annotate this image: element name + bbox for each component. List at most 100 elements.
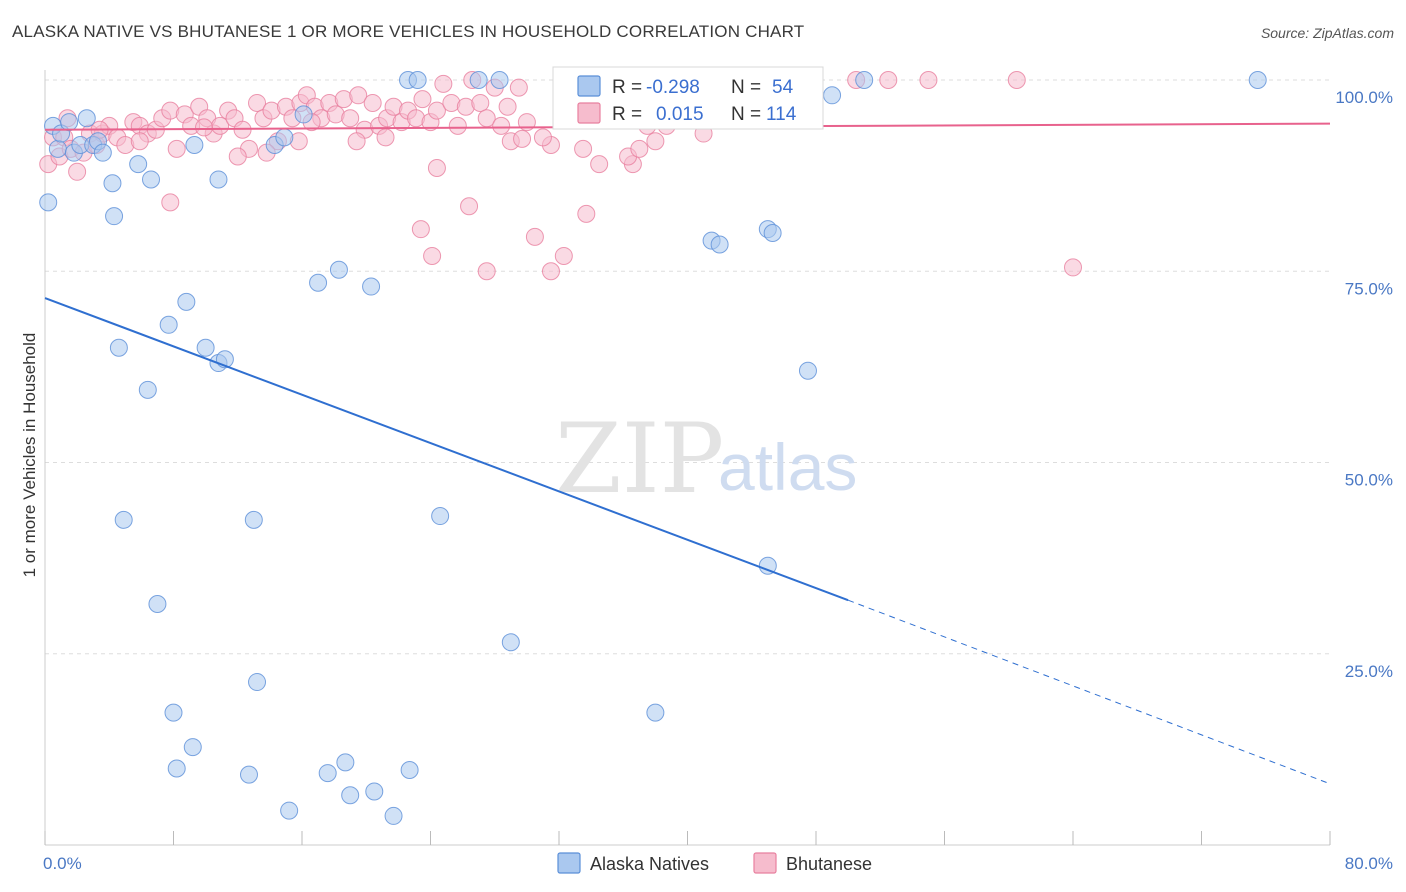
- bhutanese-point-46: [363, 93, 382, 112]
- alaska-point-45: [248, 673, 267, 692]
- watermark-atlas: atlas: [718, 430, 857, 504]
- alaska-point-42: [431, 507, 450, 526]
- alaska-point-19: [294, 105, 313, 124]
- alaska-point-41: [244, 510, 263, 529]
- bhutanese-point-44: [349, 86, 368, 105]
- bhutanese-point-30: [248, 93, 267, 112]
- bhutanese-point-61: [471, 93, 490, 112]
- bhutanese-point-86: [161, 193, 180, 212]
- series-legend-label-bhutanese: Bhutanese: [786, 854, 872, 874]
- alaska-point-12: [105, 207, 124, 226]
- bhutanese-point-88: [228, 147, 247, 166]
- bhutanese-point-67: [517, 113, 536, 132]
- alaska-point-2: [48, 139, 67, 158]
- bhutanese-point-58: [448, 116, 467, 135]
- alaska-trend-line: [44, 297, 849, 602]
- alaska-point-57: [400, 761, 419, 780]
- watermark-zip: ZIP: [555, 403, 724, 515]
- legend-swatch-blue: [577, 75, 601, 97]
- alaska-point-40: [114, 510, 133, 529]
- legend-n-label-blue: N =: [731, 77, 761, 98]
- legend-r-value-blue: -0.298: [646, 77, 700, 98]
- bhutanese-point-43: [341, 109, 360, 128]
- bhutanese-point-94: [411, 220, 430, 239]
- bhutanese-point-106: [630, 139, 649, 158]
- y-tick-label-2: 50.0%: [1345, 471, 1393, 490]
- alaska-point-51: [318, 764, 337, 783]
- legend-r-label-pink: R =: [612, 104, 642, 125]
- x-tick-label-1: 80.0%: [1345, 854, 1393, 873]
- bhutanese-point-110: [533, 128, 552, 147]
- alaska-point-52: [336, 753, 355, 772]
- bhutanese-point-82: [879, 71, 898, 89]
- alaska-point-59: [710, 235, 729, 254]
- chart-title: ALASKA NATIVE VS BHUTANESE 1 OR MORE VEH…: [12, 22, 805, 41]
- alaska-point-20: [309, 273, 328, 292]
- alaska-point-32: [1248, 71, 1267, 89]
- series-legend-swatch-bhutanese: [753, 852, 777, 874]
- bhutanese-point-55: [427, 101, 446, 120]
- alaska-point-22: [362, 277, 381, 296]
- legend-swatch-pink: [577, 102, 601, 124]
- alaska-point-25: [469, 71, 488, 89]
- grid-lines: [45, 79, 1330, 655]
- alaska-point-62: [798, 361, 817, 380]
- bhutanese-point-5: [68, 162, 87, 181]
- alaska-point-13: [129, 155, 148, 174]
- bhutanese-point-92: [347, 132, 366, 151]
- y-tick-label-1: 75.0%: [1345, 279, 1393, 298]
- alaska-point-48: [183, 738, 202, 757]
- bhutanese-point-99: [525, 227, 544, 246]
- alaska-point-11: [103, 174, 122, 193]
- alaska-point-18: [275, 128, 294, 147]
- alaska-point-14: [142, 170, 161, 189]
- tick-labels: 100.0% 75.0% 50.0% 25.0% 0.0% 80.0%: [43, 88, 1393, 873]
- stats-legend: R = -0.298 N = 54 R = 0.015 N = 114: [552, 66, 824, 130]
- bhutanese-point-95: [423, 246, 442, 265]
- bhutanese-point-56: [434, 74, 453, 93]
- series-legend: Alaska Natives Bhutanese: [557, 852, 872, 874]
- bhutanese-point-70: [590, 155, 609, 174]
- bhutanese-point-74: [646, 132, 665, 151]
- y-axis-label: 1 or more Vehicles in Household: [20, 333, 39, 578]
- bhutanese-point-109: [498, 97, 517, 116]
- chart-source: Source: ZipAtlas.com: [1260, 25, 1394, 41]
- alaska-point-4: [60, 113, 79, 132]
- alaska-point-21: [329, 260, 348, 279]
- bhutanese-point-108: [1064, 258, 1082, 277]
- bhutanese-point-85: [130, 132, 149, 151]
- alaska-point-56: [280, 801, 299, 820]
- bhutanese-point-87: [195, 118, 214, 137]
- alaska-point-47: [646, 703, 665, 722]
- alaska-point-37: [196, 338, 215, 357]
- x-tick-label-0: 0.0%: [43, 854, 82, 873]
- alaska-point-33: [109, 338, 128, 357]
- alaska-point-55: [384, 806, 403, 825]
- alaska-point-50: [239, 765, 258, 784]
- bhutanese-point-97: [460, 197, 479, 216]
- bhutanese-point-84: [1007, 71, 1026, 89]
- alaska-point-54: [365, 782, 384, 801]
- alaska-point-24: [408, 71, 427, 89]
- y-tick-label-3: 25.0%: [1345, 662, 1393, 681]
- alaska-point-34: [138, 380, 157, 399]
- bhutanese-point-96: [427, 158, 446, 177]
- bhutanese-point-100: [541, 262, 560, 281]
- bhutanese-point-53: [413, 90, 432, 109]
- alaska-point-10: [93, 143, 112, 162]
- legend-r-label-blue: R =: [612, 77, 642, 98]
- alaska-natives-points: [39, 71, 1267, 825]
- watermark: ZIP atlas: [555, 403, 857, 515]
- y-tick-label-0: 100.0%: [1335, 88, 1393, 107]
- bhutanese-point-64: [492, 116, 511, 135]
- series-legend-label-alaska: Alaska Natives: [590, 854, 709, 874]
- bhutanese-point-101: [554, 246, 573, 265]
- bhutanese-point-66: [509, 78, 528, 97]
- alaska-trend-line-extension: [847, 599, 1331, 785]
- bhutanese-point-83: [919, 71, 938, 89]
- alaska-point-26: [490, 71, 509, 89]
- alaska-point-43: [148, 595, 167, 614]
- alaska-point-44: [501, 633, 520, 652]
- alaska-point-31: [855, 71, 874, 89]
